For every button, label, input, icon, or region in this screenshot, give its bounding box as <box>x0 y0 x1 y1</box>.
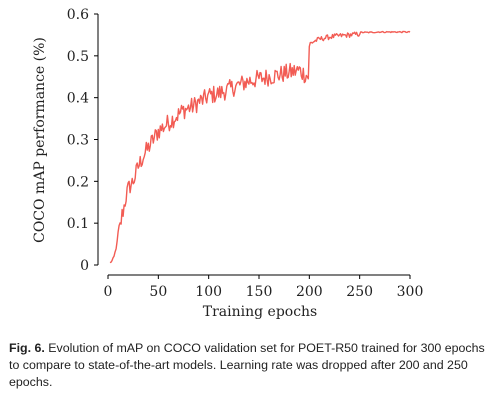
y-tick-label: 0.4 <box>67 91 89 107</box>
x-tick-label: 100 <box>195 284 222 300</box>
x-tick-label: 200 <box>296 284 323 300</box>
x-tick-label: 50 <box>149 284 167 300</box>
x-tick-label: 0 <box>104 284 113 300</box>
caption-text: Evolution of mAP on COCO validation set … <box>9 341 485 389</box>
y-axis-label: COCO mAP performance (%) <box>32 37 48 243</box>
chart: 0 50 100 150 200 250 300 0 0.1 0.2 0.3 0.4 0.5 0.6 Tr… <box>32 7 424 320</box>
axes <box>97 14 410 276</box>
y-tick-label: 0.2 <box>67 174 89 190</box>
y-tick-label: 0.6 <box>67 7 89 23</box>
caption-label: Fig. 6. <box>9 341 45 355</box>
x-tick-label: 300 <box>397 284 424 300</box>
y-tick-label: 0.5 <box>67 49 89 65</box>
figure-caption: Fig. 6. Evolution of mAP on COCO validat… <box>9 340 485 391</box>
x-axis-label: Training epochs <box>203 304 318 320</box>
x-tick-label: 150 <box>246 284 273 300</box>
series <box>109 30 411 264</box>
y-tick-label: 0.3 <box>67 133 89 149</box>
ticks: 0 50 100 150 200 250 300 0 0.1 0.2 0.3 0.4 0.5 0.6 <box>67 7 424 300</box>
map-curve-line <box>109 30 411 264</box>
y-tick-label: 0.1 <box>67 216 89 232</box>
y-tick-label: 0 <box>80 258 89 274</box>
x-tick-label: 250 <box>346 284 373 300</box>
